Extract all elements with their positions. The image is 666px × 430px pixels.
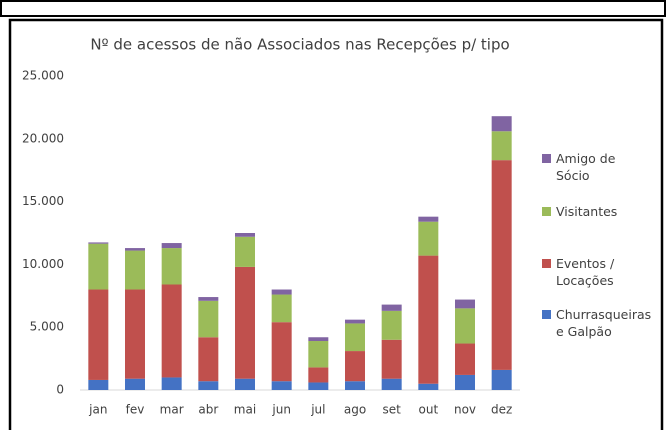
chart-title: Nº de acessos de não Associados nas Rece…	[90, 36, 509, 54]
bar-segment	[345, 381, 365, 390]
x-tick-label: nov	[454, 403, 476, 417]
bar-segment	[455, 299, 475, 309]
bar-segment	[455, 343, 475, 375]
y-tick-label: 10.000	[22, 257, 64, 271]
bar-segment	[455, 374, 475, 390]
bar-segment	[381, 310, 402, 340]
bar-segment	[418, 221, 439, 256]
legend-item: Eventos / Locações	[542, 255, 638, 289]
bar-segment	[125, 248, 145, 251]
bar-segment	[161, 243, 182, 249]
legend-label: Amigo de Sócio	[556, 151, 616, 183]
bar-segment	[198, 300, 219, 338]
bar-segment	[88, 379, 109, 390]
x-tick-label: mai	[234, 403, 256, 417]
bar-segment	[235, 233, 255, 237]
bar-segment	[125, 378, 145, 390]
bar-segment	[161, 248, 182, 285]
chart-frame	[8, 18, 664, 430]
bar-segment	[381, 378, 402, 390]
legend-item: Visitantes	[542, 203, 638, 220]
y-tick-label: 5.000	[30, 320, 64, 334]
bar-segment	[271, 289, 292, 295]
legend-label: Churrasqueiras e Galpão	[556, 307, 652, 339]
y-tick-label: 0	[56, 383, 64, 397]
bar-segment	[308, 341, 329, 368]
x-tick-label: set	[382, 403, 401, 417]
bar-segment	[345, 351, 365, 382]
legend-swatch	[542, 154, 551, 163]
bar-segment	[88, 289, 109, 380]
bar-segment	[418, 216, 439, 222]
top-frame	[0, 0, 666, 17]
x-tick-label: dez	[491, 403, 512, 417]
bar-segment	[381, 339, 402, 379]
bar-segment	[381, 304, 402, 311]
x-tick-label: jan	[88, 403, 107, 417]
legend-item: Churrasqueiras e Galpão	[542, 306, 651, 340]
x-tick-label: mar	[160, 403, 184, 417]
bar-segment	[88, 243, 109, 290]
bar-segment	[161, 377, 182, 390]
bar-segment	[235, 266, 255, 379]
bar-segment	[198, 337, 219, 382]
x-tick-label: ago	[344, 403, 366, 417]
bar-segment	[271, 381, 292, 390]
legend-swatch	[542, 207, 551, 216]
bar-segment	[491, 160, 512, 370]
x-tick-label: jul	[310, 403, 325, 417]
bar-segment	[198, 297, 219, 301]
y-tick-label: 20.000	[22, 131, 64, 145]
x-tick-label: fev	[126, 403, 145, 417]
bar-segment	[345, 319, 365, 324]
legend-item: Amigo de Sócio	[542, 150, 638, 184]
bar-segment	[491, 369, 512, 390]
legend-label: Eventos / Locações	[556, 256, 615, 288]
x-tick-label: out	[419, 403, 439, 417]
bar-segment	[88, 242, 109, 244]
bar-segment	[308, 382, 329, 390]
bar-segment	[418, 383, 439, 390]
bar-segment	[198, 381, 219, 390]
bar-segment	[345, 323, 365, 352]
bar-segment	[161, 284, 182, 378]
bar-segment	[235, 236, 255, 267]
bar-segment	[235, 378, 255, 390]
x-tick-label: abr	[198, 403, 218, 417]
bar-segment	[271, 294, 292, 323]
bar-segment	[491, 116, 512, 132]
legend-swatch	[542, 310, 551, 319]
bar-segment	[125, 250, 145, 290]
bar-segment	[418, 255, 439, 384]
bar-segment	[308, 337, 329, 342]
x-tick-label: jun	[271, 403, 291, 417]
bar-segment	[271, 322, 292, 382]
bar-segment	[491, 131, 512, 161]
y-tick-label: 15.000	[22, 194, 64, 208]
bar-segment	[308, 367, 329, 383]
legend-swatch	[542, 259, 551, 268]
legend-label: Visitantes	[556, 204, 618, 219]
y-tick-label: 25.000	[22, 69, 64, 83]
bar-segment	[125, 289, 145, 379]
bar-segment	[455, 308, 475, 344]
